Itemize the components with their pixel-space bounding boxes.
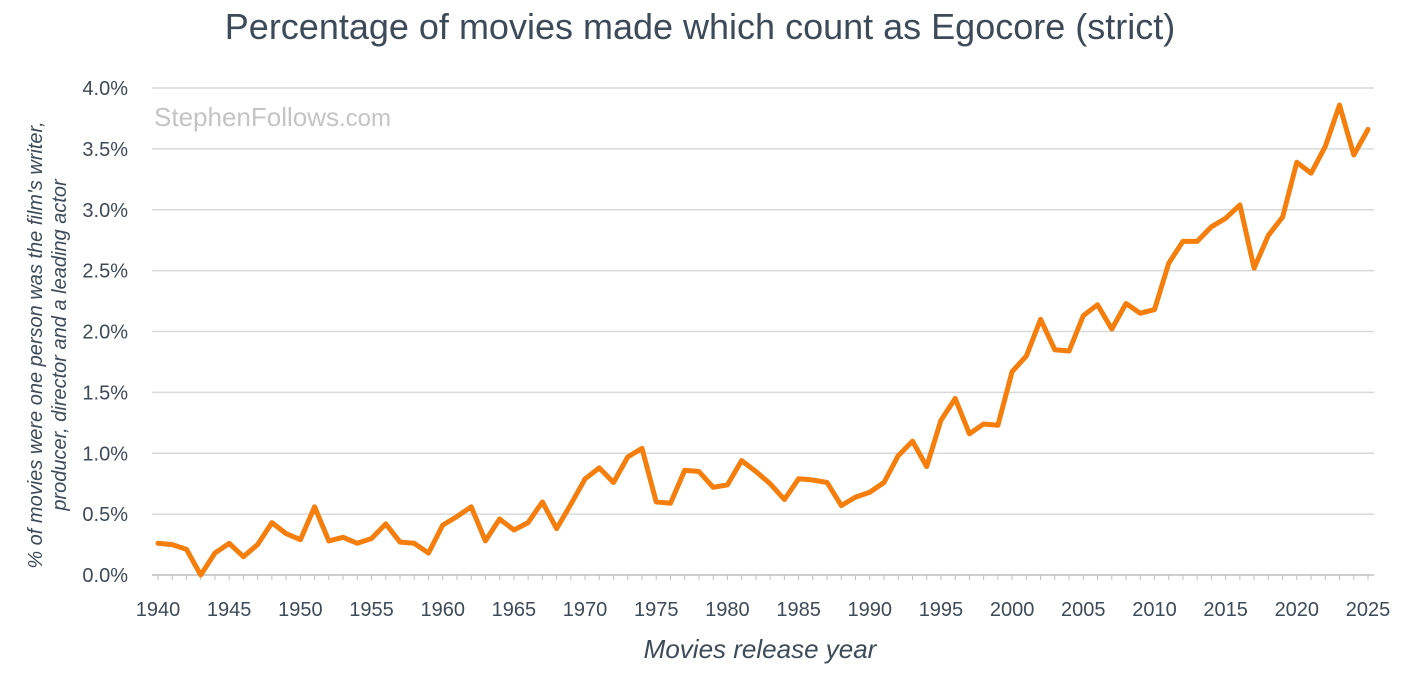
- x-tick-label: 1960: [420, 599, 465, 621]
- x-tick-label: 2010: [1132, 599, 1177, 621]
- watermark-suffix: .com: [339, 105, 392, 132]
- x-tick-label: 1950: [278, 599, 323, 621]
- x-tick-label: 2015: [1203, 599, 1248, 621]
- x-tick-label: 1955: [349, 599, 394, 621]
- x-tick-label: 2020: [1275, 599, 1320, 621]
- x-tick-label: 1975: [634, 599, 679, 621]
- y-tick-label: 2.5%: [82, 261, 128, 283]
- x-tick-label: 1940: [136, 599, 181, 621]
- x-tick-label: 2000: [990, 599, 1035, 621]
- y-tick-label: 0.5%: [82, 504, 128, 526]
- x-axis: 1940 1945 1950 1955 1960 1965 1970 1975 1980 1985…: [136, 574, 1391, 621]
- y-tick-label: 3.0%: [82, 200, 128, 222]
- x-tick-label: 1965: [492, 599, 537, 621]
- y-tick-label: 3.5%: [82, 139, 128, 161]
- y-tick-label: 1.5%: [82, 382, 128, 404]
- x-tick-label: 1985: [776, 599, 821, 621]
- x-tick-label: 1970: [563, 599, 608, 621]
- series-line: [155, 102, 1371, 578]
- y-tick-label: 0.0%: [82, 565, 128, 587]
- x-axis-label: Movies release year: [643, 634, 877, 664]
- y-tick-label: 1.0%: [82, 443, 128, 465]
- x-tick-label: 1945: [207, 599, 252, 621]
- chart-title: Percentage of movies made which count as…: [224, 6, 1176, 47]
- gridlines: [152, 87, 1374, 515]
- x-tick-label: 1980: [705, 599, 750, 621]
- watermark-main: StephenFollows: [154, 102, 339, 132]
- y-tick-labels: 0.0% 0.5% 1.0% 1.5% 2.0% 2.5% 3.0% 3.5% 4.0%: [82, 78, 128, 587]
- x-tick-label: 2005: [1061, 599, 1106, 621]
- x-tick-label: 1990: [848, 599, 893, 621]
- watermark: StephenFollows.com: [154, 102, 391, 133]
- y-tick-label: 2.0%: [82, 322, 128, 344]
- x-tick-label: 2025: [1346, 599, 1391, 621]
- y-tick-label: 4.0%: [82, 78, 128, 100]
- x-tick-label: 1995: [919, 599, 964, 621]
- series-layer: [155, 102, 1371, 578]
